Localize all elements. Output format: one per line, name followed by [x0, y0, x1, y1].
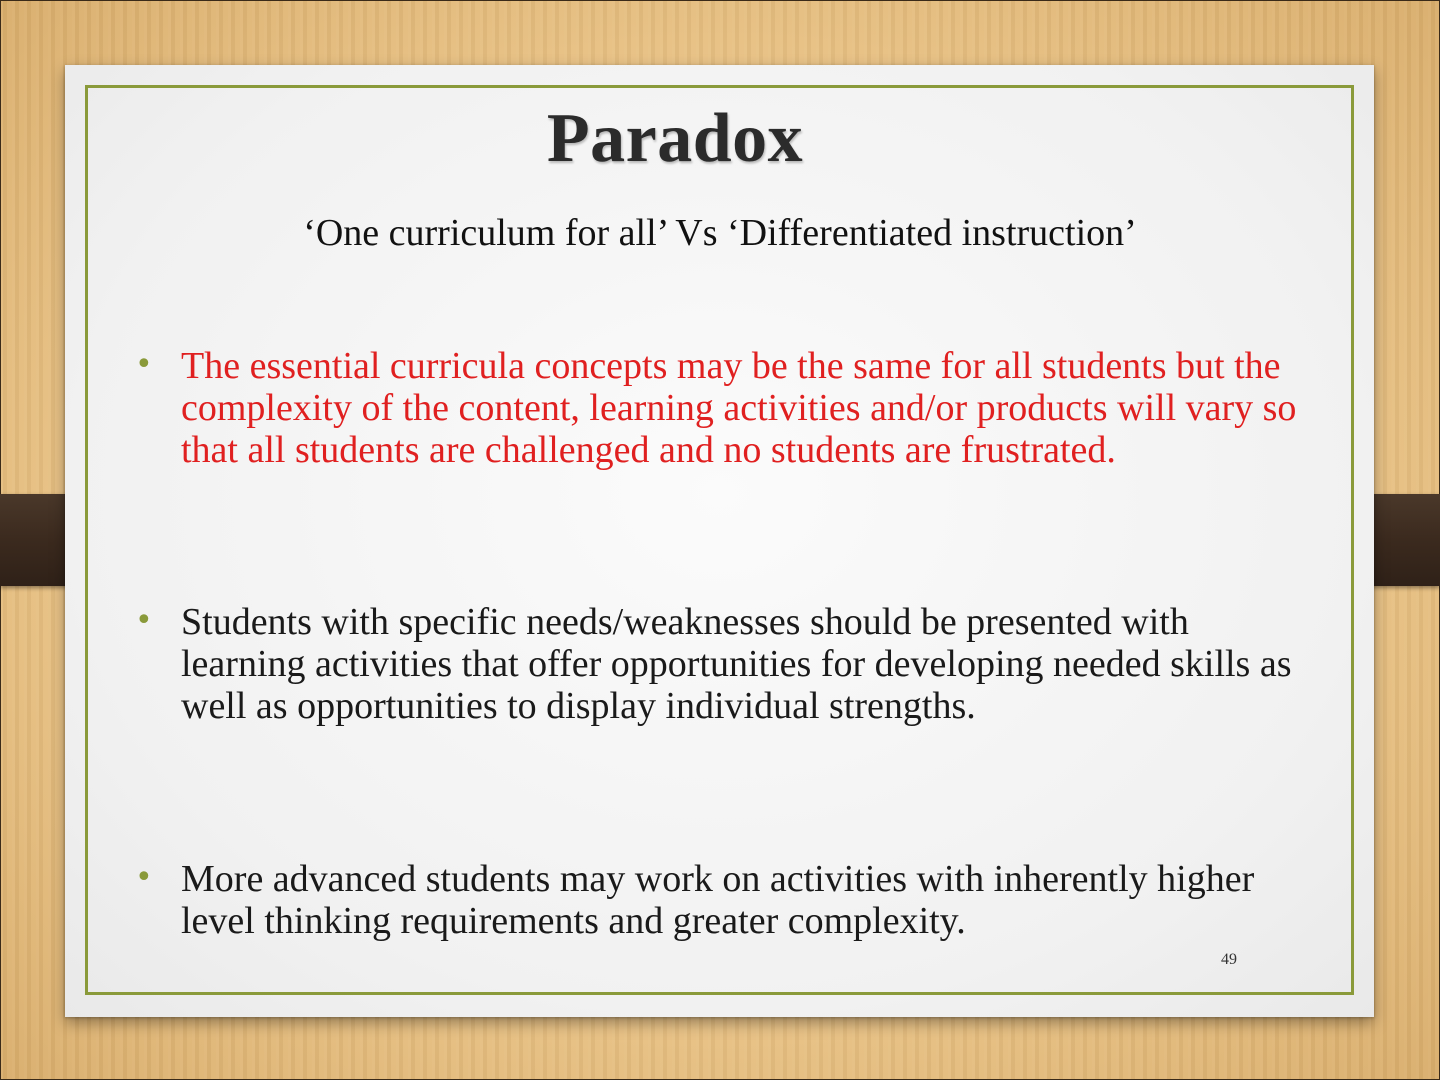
slide-title: Paradox — [546, 100, 804, 177]
bullet-text: The essential curricula concepts may be … — [181, 345, 1297, 471]
bullet-icon: • — [135, 603, 153, 638]
bullet-icon: • — [135, 860, 153, 895]
page-number: 49 — [1221, 951, 1237, 968]
bullet-text: More advanced students may work on activ… — [181, 858, 1255, 942]
slide-paper: Paradox ‘One curriculum for all’ Vs ‘Dif… — [65, 65, 1374, 1017]
bullet-icon: • — [135, 347, 153, 382]
slide-border — [85, 85, 1354, 995]
bullet-text: Students with specific needs/weaknesses … — [181, 601, 1292, 727]
slide-subtitle: ‘One curriculum for all’ Vs ‘Differentia… — [303, 212, 1137, 254]
